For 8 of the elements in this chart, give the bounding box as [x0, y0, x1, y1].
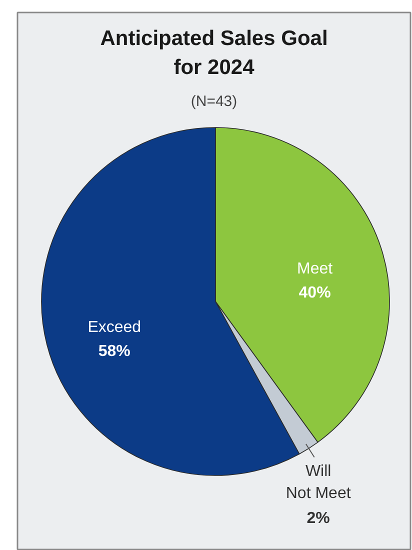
data-label: 58% — [98, 342, 130, 360]
data-label: 40% — [298, 284, 331, 302]
slice-label: Exceed — [88, 318, 142, 336]
slice-label: Meet — [297, 260, 334, 278]
chart-title: Anticipated Sales Goal for 2024 — [100, 27, 328, 79]
data-label: 2% — [306, 510, 330, 528]
slice-label: Will Not Meet — [286, 463, 352, 502]
chart-subtitle: (N=43) — [190, 93, 238, 110]
